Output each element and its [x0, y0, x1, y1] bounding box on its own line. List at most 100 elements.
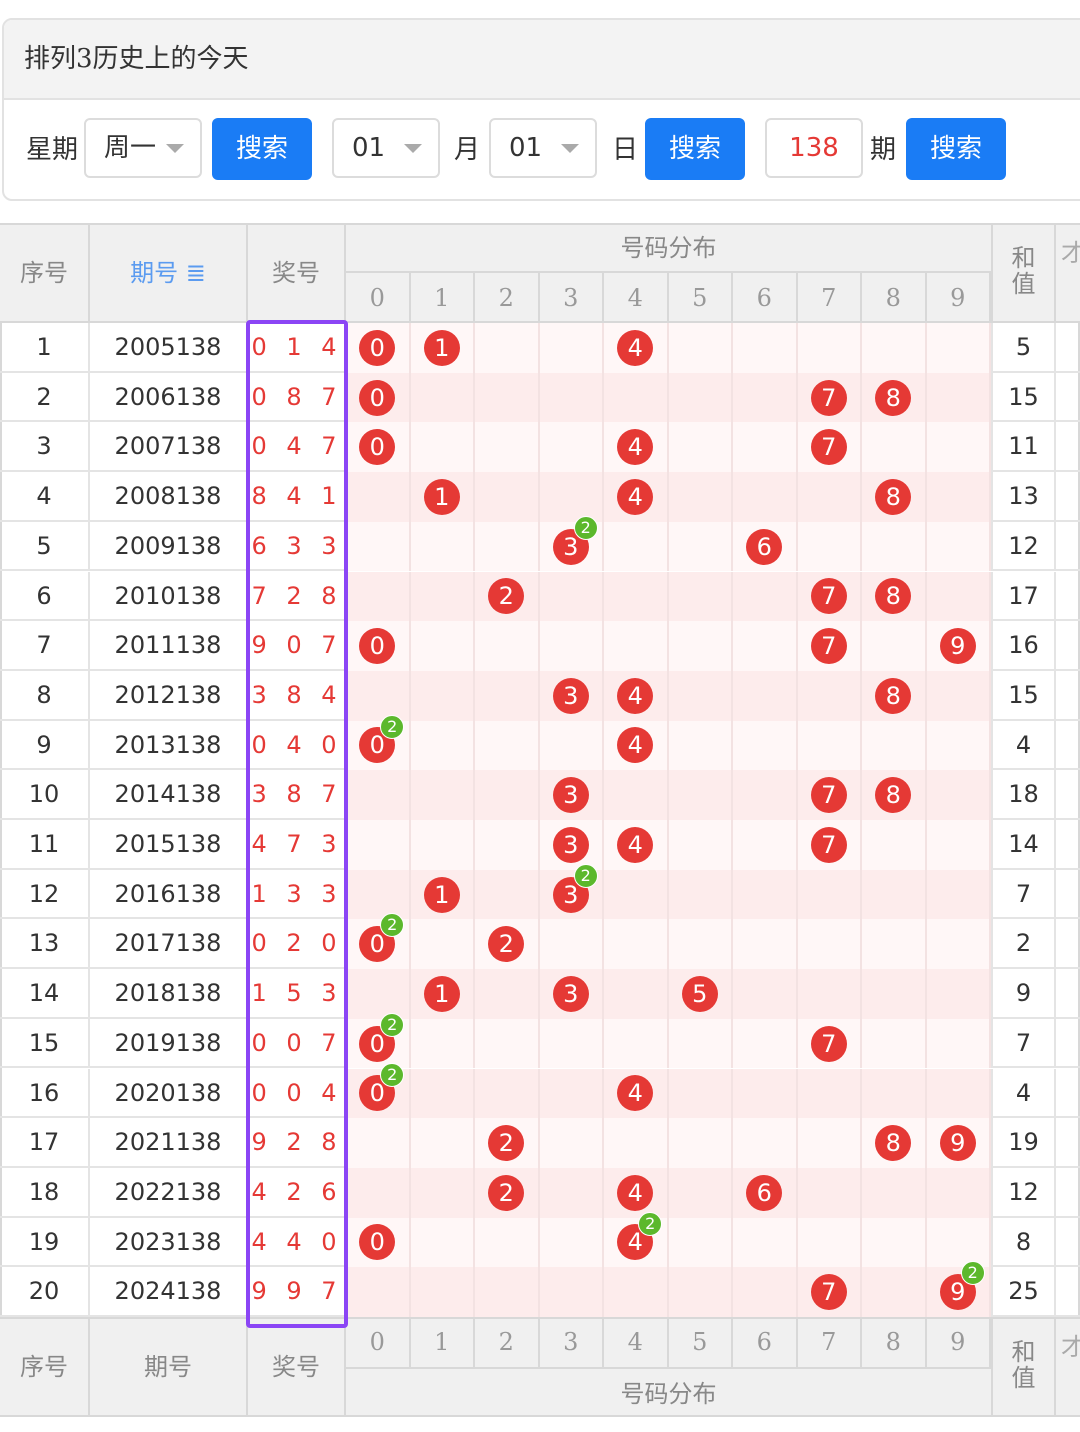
issue-input[interactable]: 138	[765, 118, 863, 178]
dist-cell	[539, 621, 604, 671]
dist-cell	[733, 969, 798, 1019]
number-ball: 7	[810, 578, 847, 615]
dist-cell	[346, 521, 411, 572]
weekday-search-button[interactable]: 搜索	[212, 118, 312, 180]
repeat-badge: 2	[638, 1211, 663, 1236]
row-draw: 0 1 4	[251, 333, 343, 361]
number-ball: 7	[810, 628, 847, 665]
dist-cell	[410, 1267, 475, 1317]
dist-cell	[604, 372, 669, 423]
row-draw: 4 4 0	[251, 1227, 343, 1256]
dist-cell	[346, 869, 411, 920]
dist-cell	[410, 372, 475, 423]
row-sum: 12	[991, 1167, 1056, 1218]
dist-cell	[410, 1068, 475, 1119]
footer-digit-9: 9	[927, 1317, 991, 1367]
dist-cell	[862, 1018, 927, 1069]
issue-search-button[interactable]: 搜索	[906, 118, 1006, 180]
header-issue[interactable]: 期号 ≣	[90, 223, 248, 323]
row-sum: 7	[991, 1018, 1056, 1069]
row-draw: 3 8 7	[251, 780, 343, 809]
row-issue: 2006138	[90, 372, 248, 423]
row-issue: 2024138	[90, 1267, 248, 1317]
row-sum: 18	[991, 770, 1056, 820]
dist-cell	[604, 1118, 669, 1168]
header-issue-label: 期号	[130, 259, 179, 287]
footer-digit-0: 0	[346, 1317, 411, 1367]
dist-cell	[539, 919, 604, 970]
dist-cell	[926, 969, 991, 1019]
dist-cell	[668, 770, 733, 820]
row-draw: 9 2 8	[251, 1128, 343, 1157]
dist-cell	[797, 1217, 862, 1268]
sort-icon[interactable]: ≣	[178, 259, 206, 287]
dist-cell	[926, 1018, 991, 1069]
number-ball: 4	[617, 1174, 654, 1211]
footer-digit-2: 2	[475, 1317, 540, 1367]
number-ball: 7	[810, 1025, 847, 1062]
number-ball: 4	[617, 478, 654, 515]
row-seq: 12	[0, 869, 90, 920]
dist-cell	[475, 621, 540, 671]
row-issue: 2021138	[90, 1118, 248, 1168]
row-draw: 0 2 0	[251, 929, 343, 958]
dist-cell	[926, 720, 991, 771]
row-issue: 2020138	[90, 1068, 248, 1119]
dist-cell	[926, 1167, 991, 1218]
chevron-down-icon	[404, 144, 422, 153]
dist-cell	[797, 1118, 862, 1168]
month-select[interactable]: 01	[332, 118, 440, 178]
dist-cell	[410, 1167, 475, 1218]
number-ball: 7	[810, 826, 847, 863]
dist-cell	[475, 372, 540, 423]
number-ball: 0	[359, 379, 396, 416]
header-sum-char-1: 和	[1011, 244, 1036, 272]
dist-cell	[410, 422, 475, 473]
number-ball: 4	[617, 727, 654, 764]
footer-digit-6: 6	[733, 1317, 798, 1367]
dist-cell	[668, 1118, 733, 1168]
dist-cell	[475, 1068, 540, 1119]
dist-cell	[668, 720, 733, 771]
header-digit-5: 5	[669, 273, 733, 323]
dist-cell	[668, 670, 733, 721]
dist-cell	[604, 919, 669, 970]
dist-cell	[668, 919, 733, 970]
dist-cell	[668, 422, 733, 473]
number-ball: 5	[681, 975, 718, 1012]
footer-digit-1: 1	[411, 1317, 475, 1367]
row-draw: 0 4 0	[251, 730, 343, 759]
dist-cell	[410, 571, 475, 622]
dist-cell	[604, 770, 669, 820]
dist-cell	[668, 1018, 733, 1069]
weekday-select[interactable]: 周一	[84, 118, 202, 178]
row-draw: 6 3 3	[251, 531, 343, 560]
dist-cell	[668, 521, 733, 572]
month-label: 月	[454, 135, 481, 165]
number-ball: 4	[617, 677, 654, 714]
dist-cell	[539, 422, 604, 473]
day-select[interactable]: 01	[489, 118, 597, 178]
dist-cell	[926, 1217, 991, 1268]
row-issue: 2009138	[90, 521, 248, 572]
dist-cell	[475, 323, 540, 373]
number-ball: 4	[617, 1075, 654, 1112]
row-sum: 15	[991, 670, 1056, 721]
dist-cell	[862, 1217, 927, 1268]
row-sum: 13	[991, 472, 1056, 522]
footer-sum-char-1: 和	[1011, 1338, 1036, 1366]
header-digit-9: 9	[927, 273, 991, 323]
header-draw: 奖号	[248, 223, 346, 323]
chevron-down-icon	[561, 144, 579, 153]
dist-cell	[862, 969, 927, 1019]
dist-cell	[346, 820, 411, 870]
number-ball: 9	[939, 1125, 976, 1162]
footer-digit-5: 5	[669, 1317, 733, 1367]
row-issue: 2017138	[90, 919, 248, 970]
dist-cell	[733, 1217, 798, 1268]
row-seq: 7	[0, 621, 90, 671]
repeat-badge: 2	[380, 714, 405, 739]
row-seq: 11	[0, 820, 90, 870]
row-issue: 2016138	[90, 869, 248, 920]
date-search-button[interactable]: 搜索	[645, 118, 745, 180]
